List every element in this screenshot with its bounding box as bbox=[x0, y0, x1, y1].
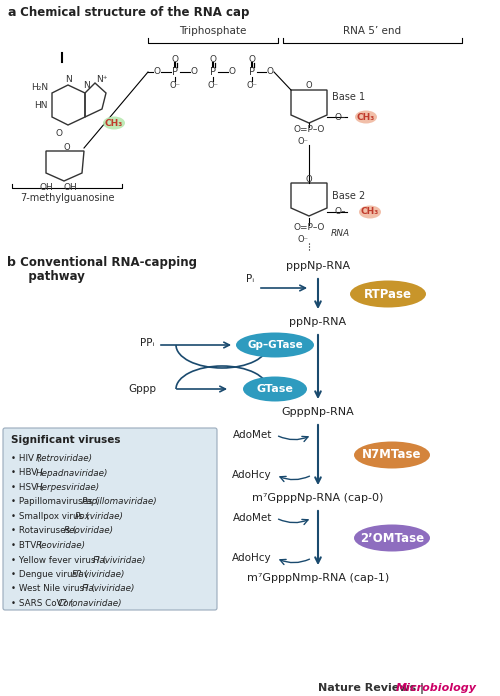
Text: O: O bbox=[306, 175, 312, 184]
Text: • SARS CoV? (: • SARS CoV? ( bbox=[11, 599, 74, 608]
Text: AdoMet: AdoMet bbox=[232, 430, 272, 440]
Text: Conventional RNA-capping: Conventional RNA-capping bbox=[16, 256, 197, 269]
Text: RNA 5’ end: RNA 5’ end bbox=[344, 26, 402, 36]
Text: O: O bbox=[228, 68, 235, 77]
Text: Flaviviridae): Flaviviridae) bbox=[92, 555, 146, 564]
Text: Flaviviridae): Flaviviridae) bbox=[82, 585, 136, 594]
Text: Triphosphate: Triphosphate bbox=[180, 26, 246, 36]
Text: • HBV (: • HBV ( bbox=[11, 468, 44, 477]
Text: Base 1: Base 1 bbox=[332, 92, 365, 102]
Ellipse shape bbox=[355, 111, 377, 123]
Text: • HIV (: • HIV ( bbox=[11, 454, 40, 463]
Text: O=P–O: O=P–O bbox=[294, 125, 324, 134]
Text: O: O bbox=[306, 81, 312, 90]
Text: GTase: GTase bbox=[256, 384, 294, 394]
Text: RTPase: RTPase bbox=[364, 287, 412, 301]
Text: Papillomaviridae): Papillomaviridae) bbox=[82, 498, 158, 507]
Text: Reoviridae): Reoviridae) bbox=[36, 541, 86, 550]
Ellipse shape bbox=[103, 116, 125, 129]
Text: Chemical structure of the RNA cap: Chemical structure of the RNA cap bbox=[16, 6, 249, 19]
Text: PPᵢ: PPᵢ bbox=[140, 338, 154, 348]
Text: OH: OH bbox=[63, 182, 77, 191]
Text: CH₃: CH₃ bbox=[105, 118, 123, 127]
Text: • Rotaviruses (: • Rotaviruses ( bbox=[11, 526, 76, 535]
Ellipse shape bbox=[236, 333, 314, 358]
Text: • Yellow fever virus? (: • Yellow fever virus? ( bbox=[11, 555, 106, 564]
Text: N: N bbox=[64, 74, 71, 84]
FancyBboxPatch shape bbox=[3, 428, 217, 610]
Ellipse shape bbox=[243, 377, 307, 402]
Text: Significant viruses: Significant viruses bbox=[11, 435, 120, 445]
Text: O–: O– bbox=[334, 207, 346, 216]
Text: O: O bbox=[172, 54, 178, 63]
Text: 2’OMTase: 2’OMTase bbox=[360, 532, 424, 544]
Text: Reoviridae): Reoviridae) bbox=[64, 526, 114, 535]
Text: O⁻: O⁻ bbox=[246, 81, 258, 90]
Text: O: O bbox=[56, 129, 62, 138]
Text: Retroviridae): Retroviridae) bbox=[36, 454, 93, 463]
Text: O⁻: O⁻ bbox=[170, 81, 180, 90]
Ellipse shape bbox=[354, 441, 430, 468]
Text: N⁺: N⁺ bbox=[96, 75, 108, 84]
Ellipse shape bbox=[350, 280, 426, 308]
Text: OH: OH bbox=[39, 182, 53, 191]
Text: Base 2: Base 2 bbox=[332, 191, 365, 201]
Text: • BTV (: • BTV ( bbox=[11, 541, 42, 550]
Text: P: P bbox=[172, 67, 178, 77]
Text: CH₃: CH₃ bbox=[357, 113, 375, 122]
Text: O: O bbox=[210, 54, 216, 63]
Text: N: N bbox=[82, 81, 89, 90]
Text: pppNp-RNA: pppNp-RNA bbox=[286, 261, 350, 271]
Text: O=P–O: O=P–O bbox=[294, 223, 324, 232]
Text: Flaviviridae): Flaviviridae) bbox=[72, 570, 124, 579]
Text: O: O bbox=[266, 68, 274, 77]
Text: O⁻: O⁻ bbox=[298, 138, 308, 146]
Text: O⁻: O⁻ bbox=[298, 235, 308, 244]
Text: • Dengue virus? (: • Dengue virus? ( bbox=[11, 570, 88, 579]
Text: Herpesviridae): Herpesviridae) bbox=[36, 483, 100, 492]
Text: P: P bbox=[210, 67, 216, 77]
Text: Gp–GTase: Gp–GTase bbox=[247, 340, 303, 350]
Text: HN: HN bbox=[34, 100, 48, 109]
Text: • HSV (: • HSV ( bbox=[11, 483, 44, 492]
Text: O: O bbox=[64, 143, 70, 152]
Text: 7-methylguanosine: 7-methylguanosine bbox=[20, 193, 114, 203]
Text: Coronaviridae): Coronaviridae) bbox=[57, 599, 122, 608]
Text: CH₃: CH₃ bbox=[361, 207, 379, 216]
Text: Microbiology: Microbiology bbox=[396, 683, 477, 693]
Text: m⁷GpppNp-RNA (cap-0): m⁷GpppNp-RNA (cap-0) bbox=[252, 493, 384, 503]
Text: b: b bbox=[7, 256, 16, 269]
Text: ppNp-RNA: ppNp-RNA bbox=[290, 317, 346, 327]
Text: • Papillomaviruses (: • Papillomaviruses ( bbox=[11, 498, 99, 507]
Text: Gppp: Gppp bbox=[128, 384, 156, 394]
Text: a: a bbox=[7, 6, 16, 19]
Text: O⁻: O⁻ bbox=[208, 81, 218, 90]
Text: RNA: RNA bbox=[331, 230, 350, 239]
Ellipse shape bbox=[354, 525, 430, 551]
Text: m⁷GpppNmp-RNA (cap-1): m⁷GpppNmp-RNA (cap-1) bbox=[247, 573, 389, 583]
Text: AdoMet: AdoMet bbox=[232, 513, 272, 523]
Text: O: O bbox=[190, 68, 198, 77]
Text: AdoHcy: AdoHcy bbox=[232, 553, 272, 563]
Text: • West Nile virus? (: • West Nile virus? ( bbox=[11, 585, 95, 594]
Text: O: O bbox=[154, 68, 160, 77]
Text: • Smallpox virus (: • Smallpox virus ( bbox=[11, 512, 89, 521]
Text: Nature Reviews |: Nature Reviews | bbox=[318, 683, 428, 693]
Ellipse shape bbox=[359, 205, 381, 219]
Text: N7MTase: N7MTase bbox=[362, 448, 422, 461]
Text: Poxviridae): Poxviridae) bbox=[75, 512, 124, 521]
Text: O–: O– bbox=[334, 113, 346, 122]
Text: P: P bbox=[249, 67, 255, 77]
Text: Pᵢ: Pᵢ bbox=[246, 274, 254, 284]
Text: GpppNp-RNA: GpppNp-RNA bbox=[282, 407, 354, 417]
Text: pathway: pathway bbox=[16, 270, 85, 283]
Text: AdoHcy: AdoHcy bbox=[232, 470, 272, 480]
Text: Hepadnaviridae): Hepadnaviridae) bbox=[36, 468, 108, 477]
Text: H₂N: H₂N bbox=[31, 84, 48, 93]
Text: O: O bbox=[248, 54, 256, 63]
